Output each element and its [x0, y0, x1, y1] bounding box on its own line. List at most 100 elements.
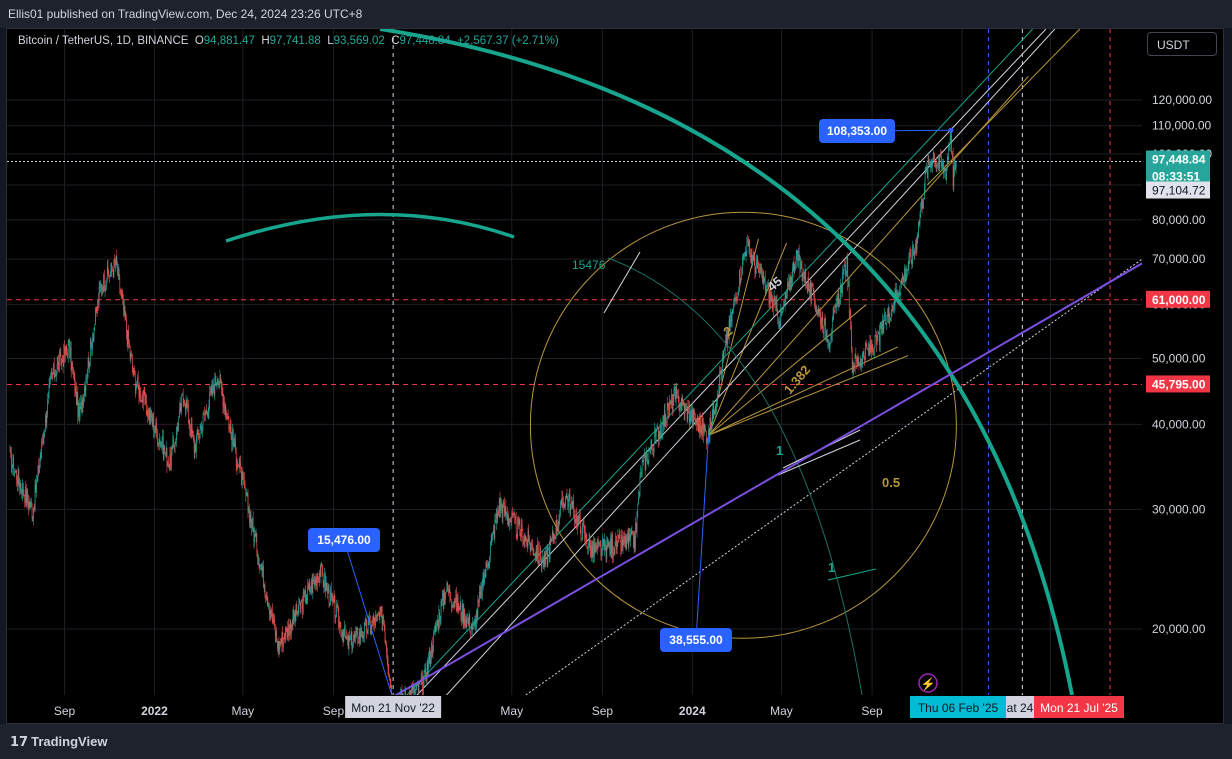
tradingview-logo[interactable]: 17 TradingView	[10, 734, 107, 750]
candle-body	[773, 295, 775, 301]
candle-body	[305, 590, 306, 604]
candle-body	[378, 615, 380, 617]
candle-body	[688, 406, 689, 408]
candle-body	[95, 308, 96, 325]
candle-body	[442, 591, 443, 602]
candle-body	[315, 576, 317, 584]
candle-body	[192, 434, 194, 436]
candle-body	[78, 402, 79, 417]
candle-body	[795, 253, 797, 269]
candle-body	[500, 503, 502, 511]
candle-body	[238, 465, 240, 467]
candle-body	[592, 541, 594, 556]
candle-body	[434, 626, 436, 630]
candle-body	[148, 408, 149, 419]
candle-body	[640, 472, 642, 478]
candle-body	[128, 330, 129, 344]
candle-body	[689, 417, 691, 422]
candle-body	[386, 653, 388, 660]
candle-body	[679, 408, 681, 410]
candle-body	[341, 634, 342, 636]
candle-body	[468, 614, 470, 624]
candle-body	[114, 259, 115, 264]
candle-body	[579, 515, 580, 519]
candle-body	[566, 494, 568, 499]
candle-body	[515, 516, 517, 535]
candle-body	[806, 286, 807, 288]
teal-arc-large	[379, 29, 1074, 695]
candle-body	[653, 443, 655, 453]
currency-button[interactable]: USDT	[1147, 32, 1217, 56]
candle-body	[599, 544, 601, 546]
time-tick-label: 2022	[141, 704, 168, 718]
candle-body	[150, 410, 152, 421]
callout-label: 38,555.00	[669, 633, 723, 647]
candle-body	[338, 608, 339, 627]
candle-body	[171, 452, 172, 469]
candle-body	[573, 500, 574, 512]
candle-body	[364, 621, 366, 623]
candle-body	[53, 363, 54, 375]
candle-body	[910, 252, 911, 255]
candle-body	[138, 385, 140, 398]
candle-body	[955, 161, 957, 170]
candle-body	[643, 455, 644, 461]
candle-body	[413, 685, 415, 695]
candle-body	[277, 640, 278, 649]
candle-body	[493, 530, 494, 533]
candle-body	[836, 296, 837, 307]
candle-body	[694, 414, 696, 424]
candle-body	[417, 682, 418, 686]
candle-body	[214, 375, 216, 395]
candle-body	[772, 296, 773, 310]
candle-body	[386, 644, 387, 654]
candle-body	[414, 688, 416, 691]
candle-body	[238, 466, 239, 467]
candle-body	[387, 659, 389, 668]
candle-body	[744, 252, 745, 257]
candle-body	[119, 275, 121, 290]
candle-body	[755, 266, 756, 273]
candle-body	[333, 596, 335, 599]
candle-body	[725, 334, 727, 342]
candle-body	[652, 447, 654, 453]
candle-body	[829, 343, 830, 347]
candle-body	[273, 618, 275, 623]
candle-body	[673, 390, 675, 401]
candle-body	[383, 623, 385, 632]
candle-body	[504, 502, 505, 515]
candle-body	[29, 501, 31, 508]
candle-body	[210, 386, 212, 393]
price-tag-text: 08:33:51	[1152, 170, 1200, 184]
candle-body	[619, 534, 621, 542]
candle-body	[481, 582, 483, 598]
candle-body	[721, 370, 723, 374]
candle-body	[20, 483, 21, 488]
candle-body	[163, 445, 165, 459]
candle-body	[848, 280, 849, 287]
candle-body	[954, 160, 955, 173]
candle-body	[522, 529, 524, 545]
chart-grid	[7, 29, 1142, 695]
candle-body	[26, 491, 28, 503]
candle-body	[853, 364, 854, 370]
candle-body	[388, 667, 390, 675]
candle-body	[899, 293, 901, 295]
candle-body	[213, 383, 214, 390]
candle-body	[785, 293, 787, 299]
candle-body	[899, 292, 900, 295]
candle-body	[71, 363, 73, 371]
candle-body	[716, 400, 717, 406]
candle-body	[663, 416, 664, 427]
candle-body	[381, 606, 382, 612]
candle-body	[903, 276, 905, 283]
candle-body	[211, 386, 213, 395]
footer-bar: 17 TradingView	[0, 724, 1232, 759]
candle-body	[289, 620, 291, 628]
chart-drawings	[7, 29, 1142, 695]
candle-body	[194, 444, 196, 454]
candle-body	[92, 338, 94, 341]
candle-body	[820, 312, 821, 326]
candle-body	[870, 340, 871, 353]
